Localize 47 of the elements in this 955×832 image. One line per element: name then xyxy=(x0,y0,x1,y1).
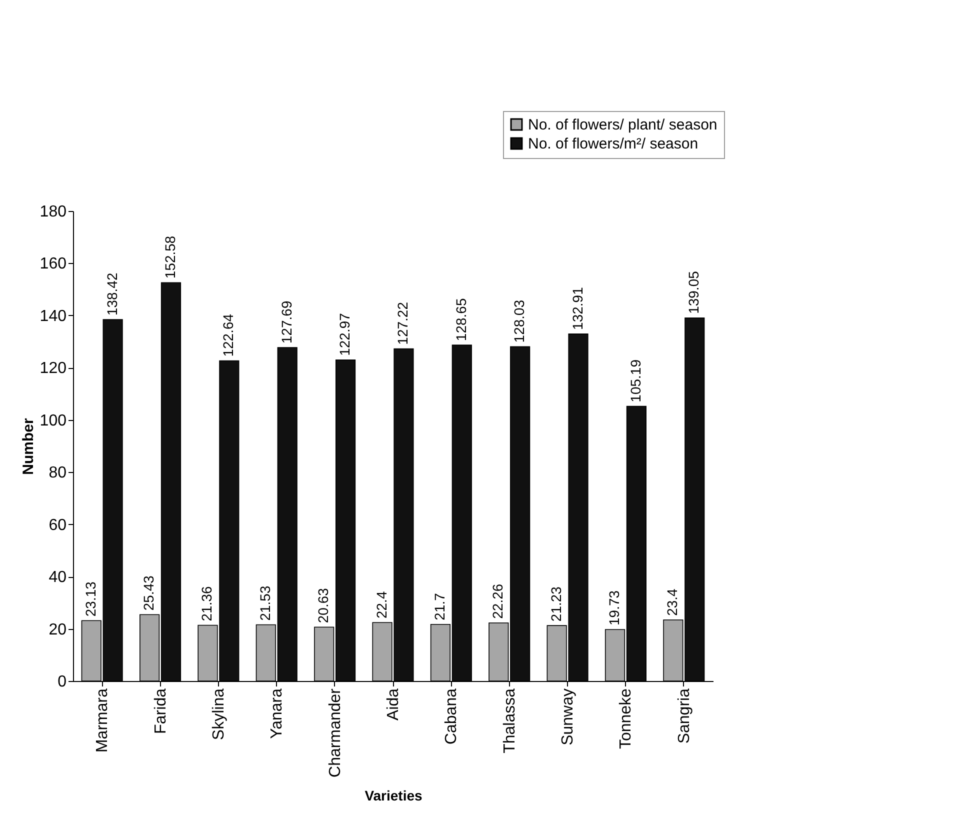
y-tick-label: 100 xyxy=(40,412,67,430)
data-label: 21.7 xyxy=(431,592,448,620)
data-label: 128.65 xyxy=(452,298,469,342)
x-tick-label: Sangria xyxy=(676,688,693,744)
x-tick-label: Yanara xyxy=(268,688,286,739)
data-label: 23.4 xyxy=(664,588,680,616)
x-tick-label: Cabana xyxy=(443,688,460,745)
data-label: 127.69 xyxy=(278,300,294,344)
data-label: 25.43 xyxy=(140,575,157,611)
data-label: 22.4 xyxy=(373,591,390,619)
y-axis-title: Number xyxy=(20,418,37,475)
y-tick-label: 160 xyxy=(40,256,67,273)
x-tick-label: Aida xyxy=(385,688,402,721)
x-tick-label: Sunway xyxy=(560,688,577,746)
x-tick-label: Skylina xyxy=(210,688,228,740)
y-tick-label: 180 xyxy=(40,204,67,220)
data-label: 139.05 xyxy=(686,270,702,314)
data-label: 21.23 xyxy=(548,586,564,622)
data-label: 21.53 xyxy=(256,586,273,621)
legend-label: No. of flowers/m²/ season xyxy=(528,136,698,152)
data-label: 21.36 xyxy=(198,586,215,622)
data-label: 127.22 xyxy=(394,302,411,345)
x-tick-label: Tonneke xyxy=(618,688,635,749)
y-tick-label: 40 xyxy=(48,569,67,586)
data-label: 138.42 xyxy=(104,272,120,316)
x-tick-label: Marmara xyxy=(94,688,112,753)
data-label: 19.73 xyxy=(606,590,622,626)
y-tick-label: 80 xyxy=(48,464,67,482)
y-tick-label: 0 xyxy=(58,674,67,690)
y-tick-label: 60 xyxy=(48,516,67,534)
data-label: 105.19 xyxy=(627,359,644,402)
data-label: 152.58 xyxy=(162,236,178,279)
x-tick-label: Thalassa xyxy=(501,688,518,754)
x-tick-label: Farida xyxy=(152,688,170,734)
data-label: 132.91 xyxy=(569,286,586,330)
data-label: 122.97 xyxy=(336,312,353,356)
data-label: 122.64 xyxy=(220,314,236,357)
y-tick-label: 140 xyxy=(40,308,67,325)
data-label: 128.03 xyxy=(511,300,528,343)
data-label: 23.13 xyxy=(82,581,98,617)
data-label: 22.26 xyxy=(490,584,506,619)
y-tick-label: 120 xyxy=(40,360,67,378)
x-axis-title: Varieties xyxy=(364,787,423,804)
legend-label: No. of flowers/ plant/ season xyxy=(528,116,718,134)
y-tick-label: 20 xyxy=(48,621,67,638)
x-tick-label: Charmander xyxy=(326,688,344,778)
data-label: 20.63 xyxy=(315,588,332,624)
